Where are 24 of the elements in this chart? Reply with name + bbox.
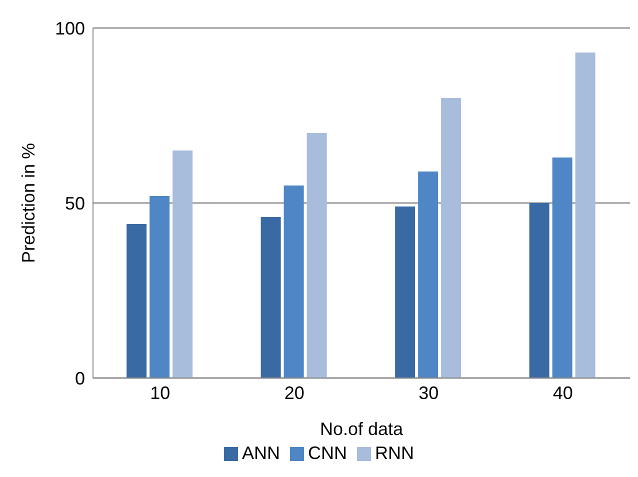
bar — [260, 217, 281, 378]
x-tick-label: 40 — [552, 382, 573, 403]
bar — [395, 206, 416, 378]
bar — [172, 150, 193, 378]
y-tick-label: 100 — [54, 18, 85, 38]
bar — [552, 158, 572, 378]
legend-label: RNN — [375, 443, 414, 463]
bar — [284, 186, 304, 378]
y-tick-label: 50 — [64, 193, 85, 214]
bar — [441, 98, 462, 378]
bar — [150, 196, 170, 378]
bar — [306, 133, 327, 378]
y-tick-label: 0 — [74, 368, 85, 388]
x-axis-title: No.of data — [320, 419, 404, 439]
y-axis-title: Prediction in % — [18, 142, 38, 264]
bar — [126, 224, 147, 378]
legend-label: ANN — [242, 443, 280, 463]
bar — [529, 203, 550, 378]
bar — [575, 52, 596, 378]
x-tick-label: 20 — [284, 382, 304, 403]
x-tick-label: 30 — [418, 382, 439, 403]
bar — [418, 172, 438, 378]
legend-label: CNN — [308, 443, 347, 463]
x-tick-label: 10 — [150, 382, 170, 403]
